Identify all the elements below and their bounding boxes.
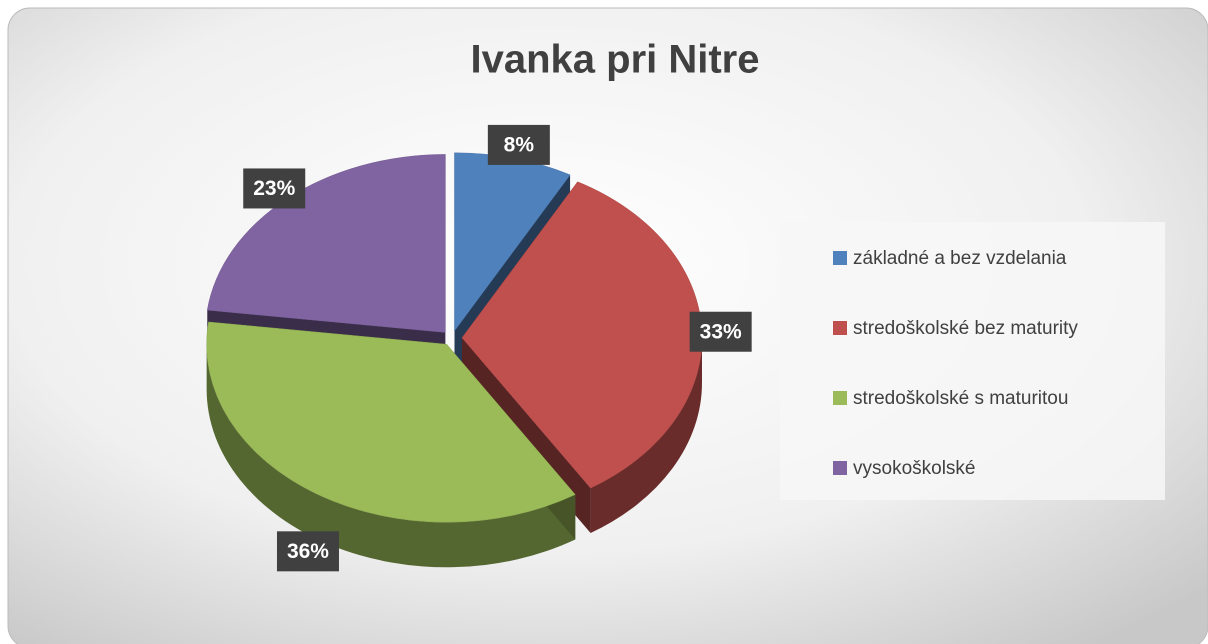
label-box: [276, 531, 339, 572]
pie-slice: [206, 321, 576, 523]
legend-swatch: [833, 391, 847, 405]
legend-swatch: [833, 461, 847, 475]
legend-box: [780, 222, 1165, 500]
legend-label: stredoškolské s maturitou: [853, 388, 1068, 409]
data-label: 36%: [287, 540, 329, 563]
legend-swatch: [833, 321, 847, 335]
data-label: 33%: [700, 320, 742, 343]
legend-swatch: [833, 251, 847, 265]
label-box: [487, 124, 550, 165]
slice-side: [206, 344, 576, 568]
data-label: 8%: [504, 133, 535, 156]
legend-label: základné a bez vzdelania: [853, 248, 1067, 269]
label-box: [689, 311, 752, 352]
slice-side: [590, 337, 702, 534]
legend-label: stredoškolské bez maturity: [853, 318, 1078, 339]
data-label: 23%: [253, 177, 295, 200]
chart-title: Ivanka pri Nitre: [470, 38, 759, 82]
legend-label: vysokoškolské: [853, 458, 976, 479]
label-box: [243, 168, 306, 209]
